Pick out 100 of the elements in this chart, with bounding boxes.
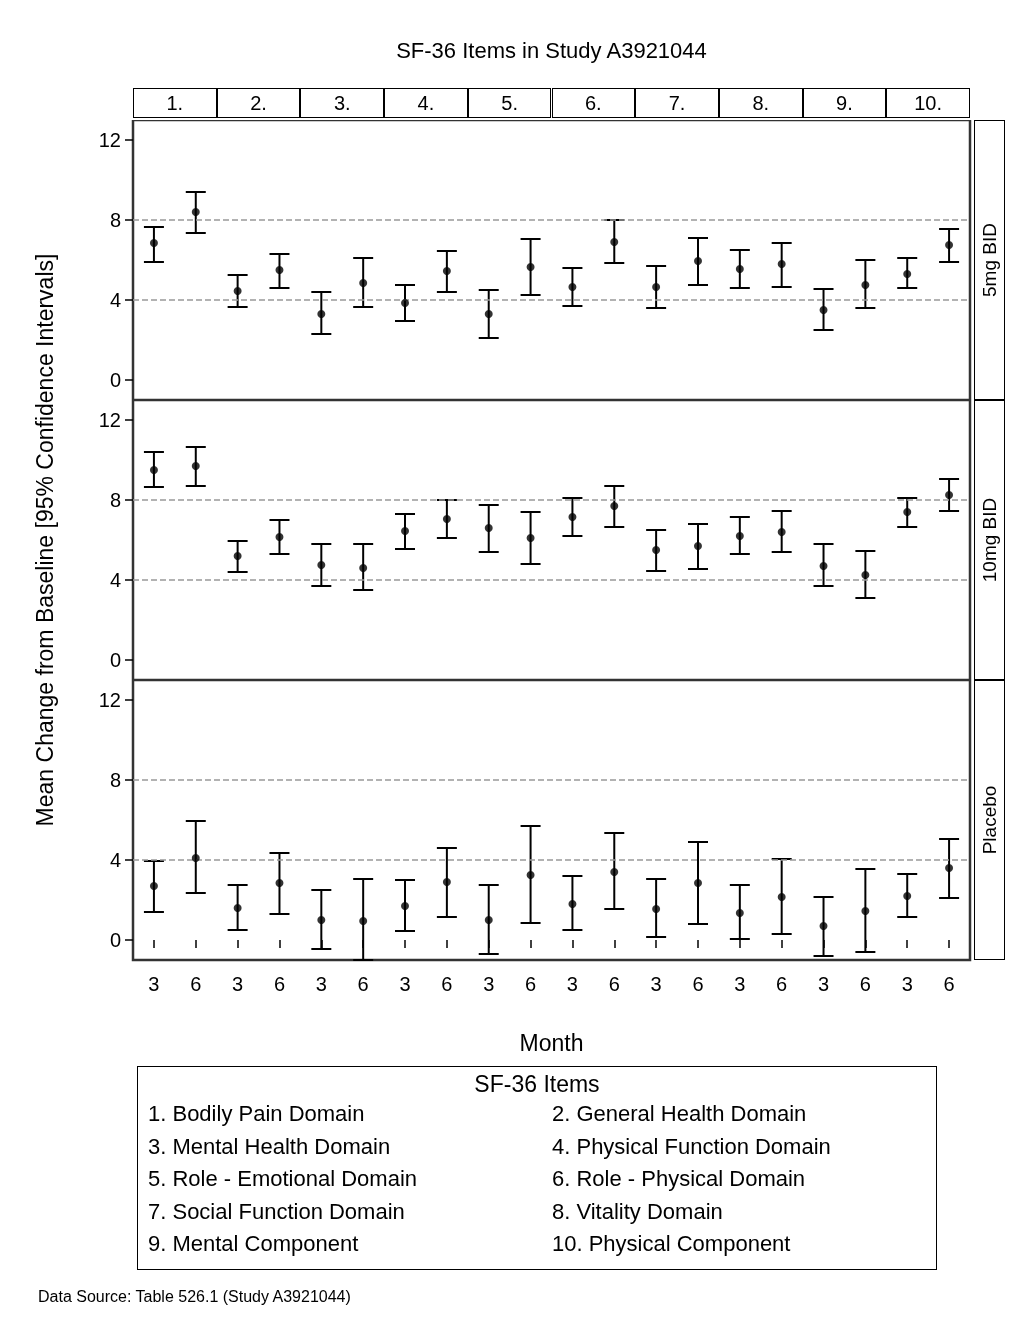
x-tick-label: 3 [566, 973, 578, 995]
point [735, 909, 744, 917]
point [903, 508, 912, 516]
x-tick-label: 3 [734, 973, 746, 995]
point [693, 257, 702, 265]
point [359, 279, 368, 287]
x-tick-label: 3 [650, 973, 662, 995]
point [819, 562, 828, 570]
source-note: Data Source: Table 526.1 (Study A3921044) [38, 1288, 351, 1306]
x-tick-label: 6 [608, 973, 620, 995]
point [652, 546, 661, 554]
x-tick-label: 6 [692, 973, 704, 995]
x-tick-label: 3 [817, 973, 830, 995]
point [401, 902, 410, 910]
y2-axis-title: Placebo [978, 785, 1000, 855]
text: 1. [166, 92, 184, 114]
text: 8. [752, 92, 770, 114]
point [149, 466, 158, 474]
point [484, 524, 493, 532]
point [401, 299, 410, 307]
point [861, 281, 870, 289]
y-tick-label: 12 [98, 409, 121, 431]
point [233, 287, 242, 295]
text: 6. [585, 92, 602, 114]
point [568, 283, 577, 291]
x-tick-label: 6 [859, 973, 871, 995]
legend-title: SF-36 Items [473, 1071, 601, 1098]
x-tick-label: 6 [273, 973, 286, 995]
point [275, 266, 284, 274]
point [233, 552, 242, 560]
point [442, 878, 451, 886]
point [275, 533, 284, 541]
point [693, 879, 702, 887]
point [526, 871, 535, 879]
y-axis-title: Mean Change from Baseline [95% Confidence Intervals] [31, 253, 59, 827]
y-tick-label: 4 [109, 569, 121, 591]
point [191, 462, 200, 470]
chart-title: SF-36 Items in Study A3921044 [395, 38, 708, 64]
point [777, 528, 786, 536]
x-tick-label: 3 [399, 973, 411, 995]
x-tick-label: 3 [483, 973, 495, 995]
y-tick-label: 0 [109, 929, 121, 951]
point [693, 542, 702, 550]
point [526, 534, 535, 542]
point [652, 905, 661, 913]
y-tick-label: 4 [109, 289, 121, 311]
y-tick-label: 12 [98, 689, 121, 711]
point [568, 900, 577, 908]
point [233, 904, 242, 912]
point [359, 917, 368, 925]
point [861, 907, 870, 915]
x-tick-label: 6 [357, 973, 369, 995]
point [275, 879, 284, 887]
point [903, 270, 912, 278]
point [317, 310, 326, 318]
y2-axis-title: 5mg BID [978, 223, 1000, 297]
point [317, 916, 326, 924]
point [484, 310, 493, 318]
y-tick-label: 0 [109, 369, 121, 391]
point [191, 208, 200, 216]
key-box: SF-36 Items 1. Bodily Pain Domain 2. General Health Domain 3. Mental Health Domain 4. Physical Function Domain 5. Role - Emotional Domain 6. Role - Physical Domain 7. Social Function Domain 8. Vitality Domain 9. Mental Component 10. Physical Component [137, 1066, 937, 1270]
text: 9. [836, 92, 853, 114]
point [777, 260, 786, 268]
point [945, 864, 954, 872]
x-tick-label: 3 [315, 973, 327, 995]
text: 2. [250, 92, 267, 114]
y-tick-label: 4 [109, 849, 121, 871]
point [442, 267, 451, 275]
point [610, 502, 619, 510]
point [652, 283, 661, 291]
point [191, 854, 200, 862]
x-tick-label: 6 [943, 973, 955, 995]
point [359, 564, 368, 572]
point [903, 892, 912, 900]
point [442, 515, 451, 523]
point [149, 882, 158, 890]
x-tick-label: 6 [441, 973, 453, 995]
point [861, 571, 870, 579]
x-tick-label: 3 [901, 973, 913, 995]
y-tick-label: 8 [109, 769, 121, 791]
point [735, 532, 744, 540]
point [735, 265, 744, 273]
point [819, 922, 828, 930]
text: 10. [914, 92, 943, 114]
x-tick-label: 3 [232, 973, 244, 995]
y-tick-label: 0 [109, 649, 121, 671]
point [526, 263, 535, 271]
text: 3. [333, 92, 351, 114]
x-tick-label: 6 [776, 973, 788, 995]
point [401, 527, 410, 535]
point [819, 306, 828, 314]
point [568, 513, 577, 521]
point [945, 241, 954, 249]
point [610, 868, 619, 876]
point [777, 893, 786, 901]
point [149, 239, 158, 247]
y2-axis-title: 10mg BID [978, 497, 1000, 583]
point [484, 916, 493, 924]
x-tick-label: 6 [525, 973, 537, 995]
x-tick-label: 3 [148, 973, 160, 995]
